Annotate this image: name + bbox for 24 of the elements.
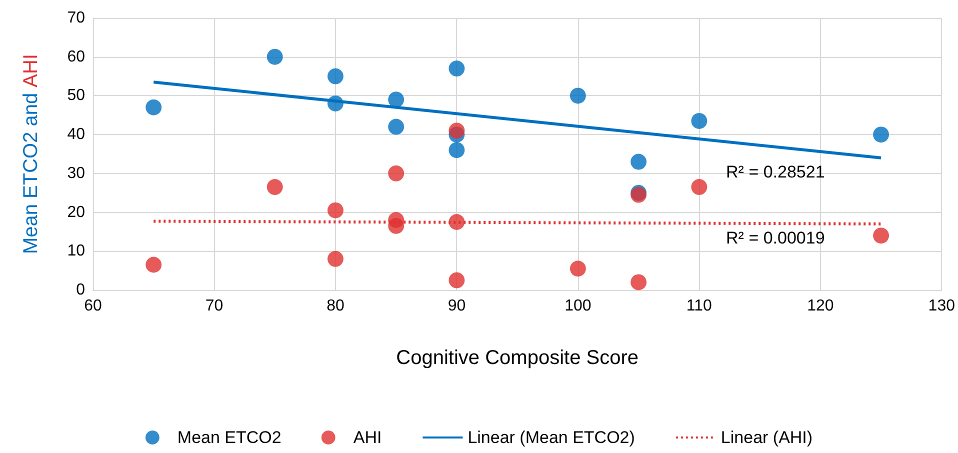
y-axis-title: Mean ETCO2 and AHI xyxy=(20,54,42,254)
y-tick-label: 70 xyxy=(67,10,86,26)
y-tick-label: 0 xyxy=(76,282,86,298)
annotation: R² = 0.00019 xyxy=(726,228,825,248)
x-tick-label: 120 xyxy=(807,298,834,314)
legend-label: Mean ETCO2 xyxy=(177,428,282,447)
y-tick-label: 30 xyxy=(67,164,86,182)
y-tick-label: 10 xyxy=(67,242,86,260)
y-tick-label: 50 xyxy=(67,87,86,104)
x-axis-title: Cognitive Composite Score xyxy=(396,347,638,369)
legend-label: AHI xyxy=(353,428,382,447)
x-tick-label: 100 xyxy=(564,298,592,314)
x-tick-label: 60 xyxy=(84,298,102,314)
annotation: R² = 0.28521 xyxy=(726,162,825,182)
legend-label: Linear (AHI) xyxy=(720,428,813,447)
y-tick-label: 60 xyxy=(67,48,86,66)
legend-label: Linear (Mean ETCO2) xyxy=(468,428,635,447)
x-tick-label: 110 xyxy=(686,298,712,314)
y-tick-label: 40 xyxy=(67,126,86,144)
x-tick-label: 90 xyxy=(448,298,466,314)
x-tick-label: 80 xyxy=(326,298,344,314)
y-tick-label: 20 xyxy=(67,204,86,221)
x-tick-label: 70 xyxy=(205,298,224,314)
x-tick-label: 130 xyxy=(928,298,956,314)
